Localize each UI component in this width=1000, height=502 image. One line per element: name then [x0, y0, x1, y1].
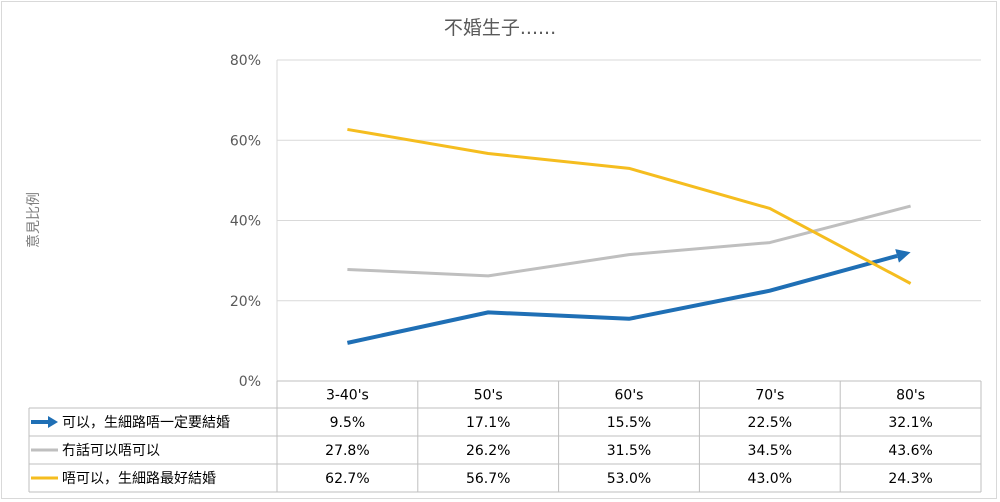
data-label: 15.5% [607, 415, 651, 431]
legend-entry: 唔可以，生細路最好結婚 [62, 471, 216, 487]
series-arrowhead-1 [895, 249, 911, 263]
y-tick-label: 20% [230, 294, 261, 310]
y-tick-label: 60% [230, 133, 261, 149]
gridlines [276, 59, 981, 381]
data-label: 26.2% [466, 443, 510, 459]
data-label: 17.1% [466, 415, 510, 431]
y-tick-label: 0% [239, 374, 261, 390]
x-tick-label: 80's [896, 388, 925, 404]
data-label: 9.5% [330, 415, 366, 431]
data-label: 32.1% [888, 415, 932, 431]
y-axis-label: 意見比例 [25, 192, 42, 248]
x-tick-label: 70's [755, 388, 784, 404]
y-tick-label: 80% [230, 53, 261, 69]
data-label: 56.7% [466, 471, 510, 487]
data-label: 31.5% [607, 443, 651, 459]
series-line-1 [346, 253, 898, 345]
data-label: 34.5% [748, 443, 792, 459]
x-tick-label: 50's [474, 388, 503, 404]
data-label: 43.0% [748, 471, 792, 487]
legend-key-arrowhead [48, 416, 58, 428]
series-line-3 [347, 127, 912, 285]
series-line-2 [347, 204, 911, 278]
data-label: 27.8% [325, 443, 369, 459]
data-label: 53.0% [607, 471, 651, 487]
data-label: 43.6% [888, 443, 932, 459]
data-label: 62.7% [325, 471, 369, 487]
x-tick-label: 60's [615, 388, 644, 404]
y-tick-labels: 0% 20% 40% 60% 80% [230, 53, 261, 390]
legend-entry: 可以，生細路唔一定要結婚 [62, 415, 230, 431]
chart-title: 不婚生子...... [444, 17, 556, 39]
data-table: 3-40's 50's 60's 70's 80's 可以，生細路唔一定要結婚 9.5% 17… [28, 380, 982, 493]
data-label: 24.3% [888, 471, 932, 487]
legend-entry: 冇話可以唔可以 [62, 442, 160, 459]
series-lines [346, 127, 912, 345]
x-tick-label: 3-40's [326, 388, 369, 404]
y-tick-label: 40% [230, 214, 261, 230]
data-label: 22.5% [748, 415, 792, 431]
